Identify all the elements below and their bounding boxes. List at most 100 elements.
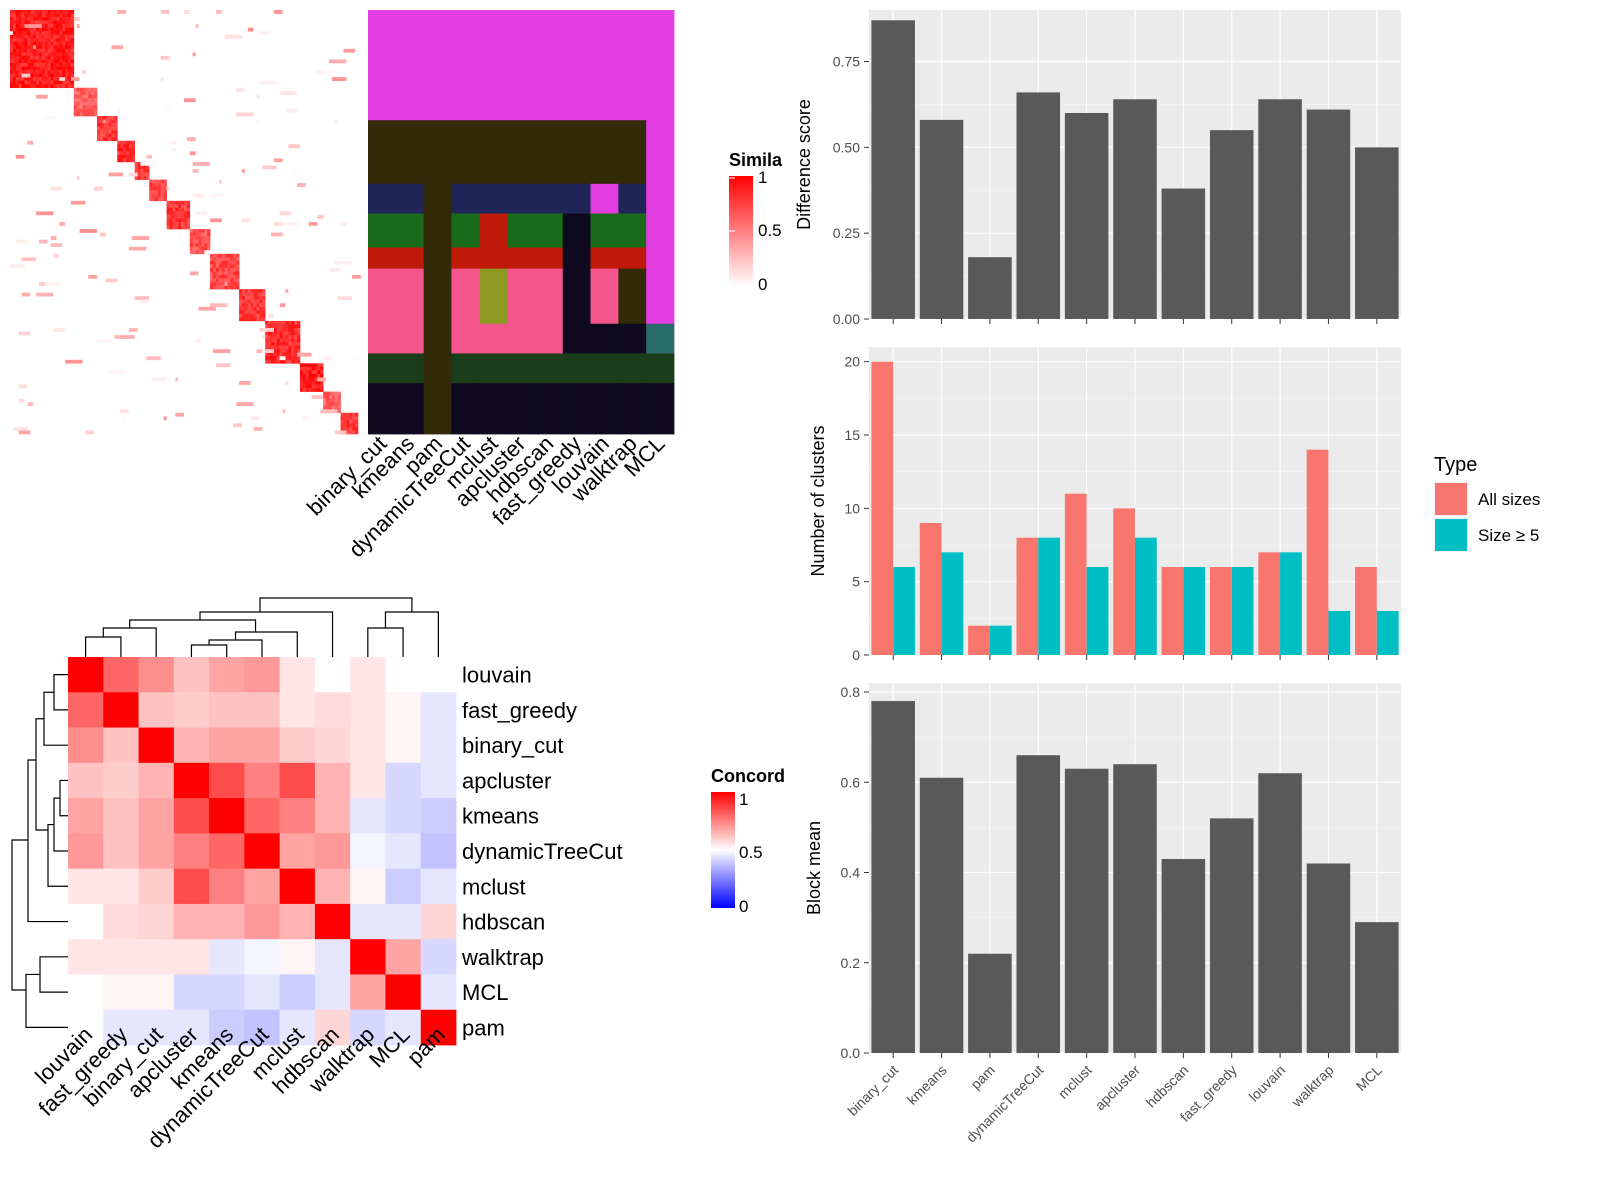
- similarity-cell: [44, 10, 48, 14]
- similarity-cell: [18, 24, 22, 28]
- annotation-cell: [507, 10, 536, 121]
- similarity-cell: [250, 306, 254, 311]
- similarity-cell: [244, 296, 249, 301]
- similarity-cell: [50, 52, 54, 57]
- similarity-cell: [33, 73, 37, 78]
- similarity-cell: [189, 236, 193, 240]
- similarity-cell: [221, 257, 225, 262]
- similarity-cell: [285, 338, 289, 343]
- annotation-cell: [368, 353, 397, 384]
- similarity-cell: [213, 275, 217, 279]
- similarity-cell: [166, 200, 170, 205]
- bar: [1064, 768, 1109, 1053]
- similarity-cell: [73, 98, 77, 103]
- annotation-cell: [562, 323, 591, 354]
- similarity-cell: [259, 306, 263, 311]
- similarity-cell: [288, 352, 292, 357]
- similarity-cell: [41, 80, 46, 85]
- similarity-cell: [50, 80, 54, 85]
- bar: [1016, 92, 1061, 320]
- similarity-cell: [10, 59, 14, 64]
- similarity-cell: [152, 186, 156, 191]
- similarity-cell: [50, 243, 63, 248]
- similarity-cell: [172, 222, 176, 226]
- similarity-cell: [91, 112, 95, 117]
- similarity-cell: [314, 373, 318, 378]
- similarity-cell: [285, 335, 289, 339]
- concordance-cell: [68, 727, 104, 764]
- similarity-cell: [242, 169, 245, 173]
- similarity-cell: [50, 27, 54, 32]
- annotation-cell: [646, 10, 675, 121]
- similarity-cell: [30, 34, 34, 39]
- similarity-cell: [10, 20, 14, 25]
- similarity-cell: [73, 105, 77, 110]
- similarity-cell: [340, 222, 347, 226]
- similarity-cell: [297, 345, 301, 350]
- similarity-cell: [326, 402, 330, 407]
- similarity-cell: [36, 66, 40, 71]
- similarity-cell: [236, 253, 240, 258]
- legend-label: All sizes: [1478, 490, 1540, 509]
- similarity-cell: [123, 147, 127, 152]
- bars: [871, 701, 1399, 1053]
- similarity-cell: [131, 151, 135, 156]
- concordance-row-label: fast_greedy: [462, 698, 577, 723]
- concordance-cell: [68, 903, 104, 940]
- similarity-cell: [50, 63, 54, 67]
- similarity-cell: [123, 140, 127, 145]
- similarity-cell: [30, 31, 34, 36]
- concordance-cell: [420, 833, 457, 870]
- similarity-cell: [50, 70, 54, 74]
- similarity-cell: [291, 359, 295, 364]
- similarity-cell: [160, 55, 170, 60]
- similarity-cell: [233, 423, 242, 428]
- similarity-cell: [102, 130, 106, 134]
- similarity-cell: [117, 10, 126, 14]
- similarity-cell: [114, 335, 124, 339]
- similarity-cell: [10, 41, 14, 46]
- similarity-cell: [302, 377, 307, 382]
- similarity-cell: [207, 246, 211, 251]
- similarity-cell: [331, 405, 336, 410]
- annotation-cell: [451, 10, 480, 121]
- similarity-cell: [169, 207, 173, 212]
- similarity-cell: [30, 41, 34, 46]
- similarity-cell: [250, 416, 260, 421]
- similarity-cell: [285, 331, 289, 336]
- similarity-cell: [134, 169, 138, 173]
- similarity-cell: [262, 165, 277, 170]
- similarity-cell: [259, 299, 263, 304]
- similarity-cell: [291, 328, 295, 332]
- similarity-cell: [65, 59, 69, 64]
- similarity-cell: [317, 370, 321, 375]
- similarity-cell: [94, 87, 98, 92]
- similarity-cell: [178, 222, 182, 226]
- x-tick-label: apcluster: [1092, 1062, 1144, 1114]
- similarity-cell: [24, 66, 28, 71]
- similarity-cell: [111, 126, 115, 131]
- concordance-cell: [314, 868, 351, 905]
- similarity-cell: [329, 267, 341, 272]
- similarity-cell: [297, 352, 312, 357]
- similarity-cell: [273, 331, 278, 336]
- similarity-cell: [163, 197, 167, 202]
- similarity-cell: [317, 366, 321, 371]
- similarity-cell: [120, 144, 124, 149]
- bar: [919, 777, 964, 1053]
- similarity-cell: [73, 94, 77, 99]
- similarity-cell: [343, 48, 356, 53]
- similarity-cell: [288, 342, 292, 346]
- similarity-cell: [68, 10, 72, 14]
- annotation-cell: [534, 213, 564, 248]
- similarity-cell: [346, 416, 350, 421]
- similarity-cell: [18, 80, 22, 85]
- similarity-cell: [236, 285, 240, 290]
- similarity-cell: [65, 24, 69, 28]
- similarity-cell: [236, 257, 240, 262]
- concordance-cell: [68, 1009, 104, 1046]
- similarity-cell: [169, 218, 173, 223]
- similarity-cell: [201, 250, 205, 255]
- similarity-cell: [253, 292, 257, 297]
- similarity-cell: [297, 331, 301, 336]
